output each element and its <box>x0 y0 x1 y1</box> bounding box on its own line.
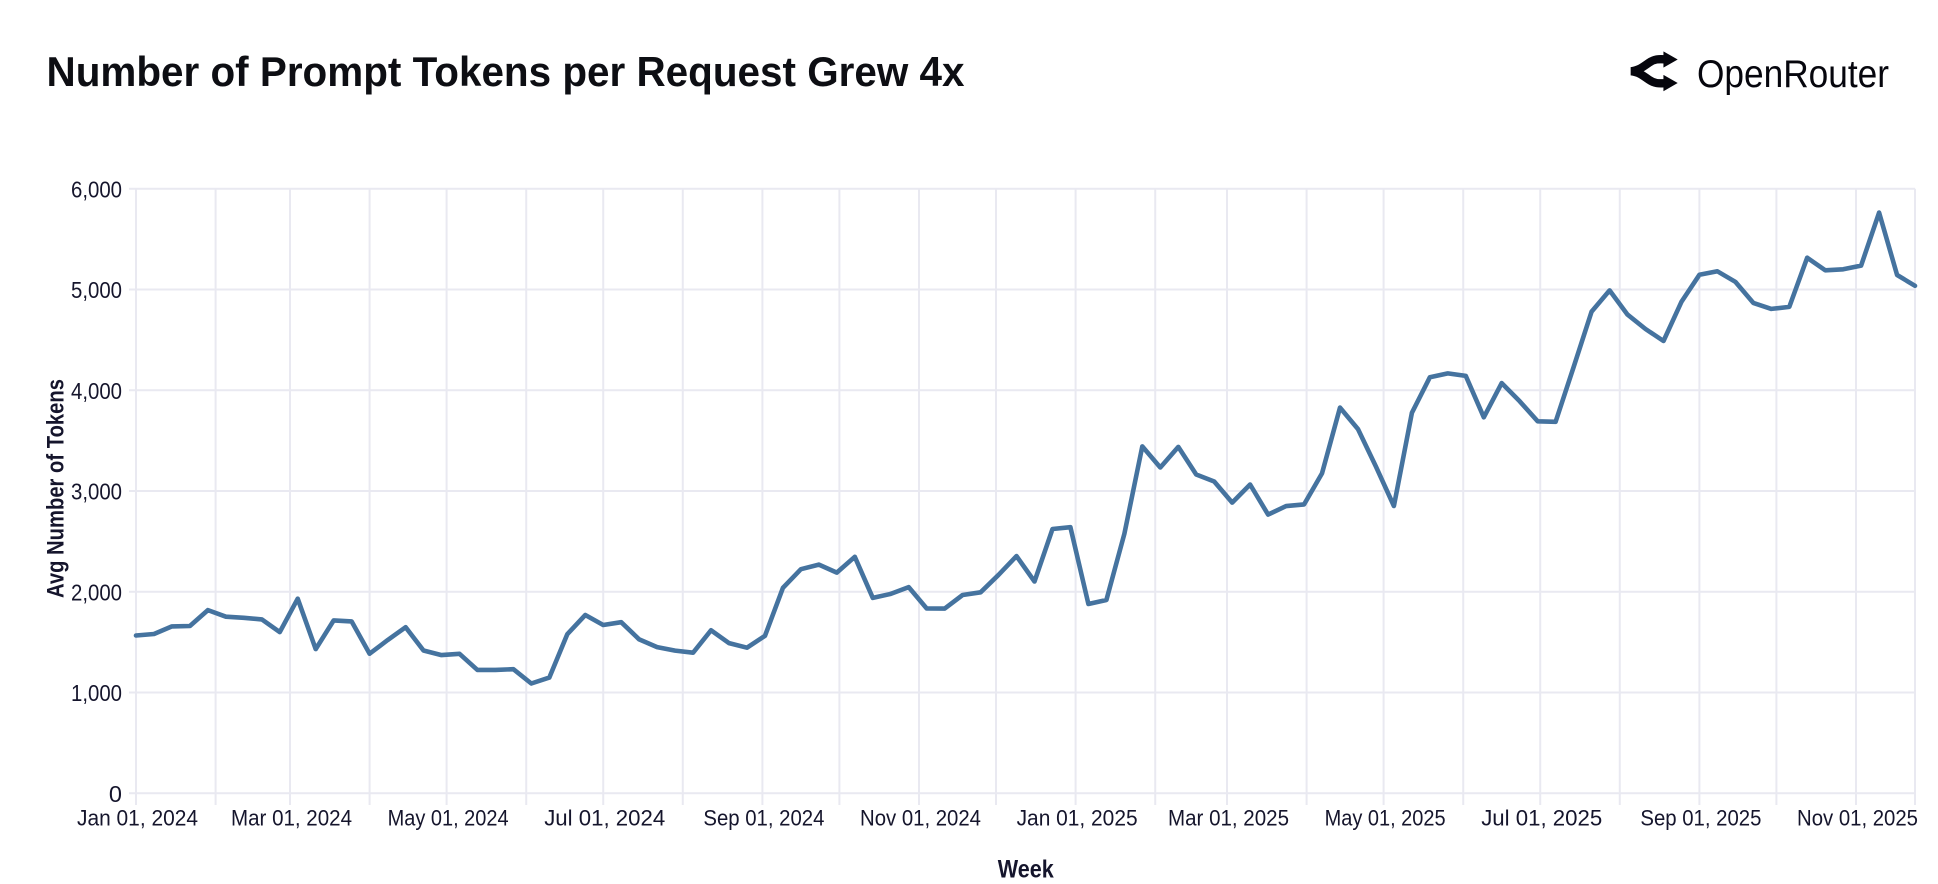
svg-text:May 01, 2025: May 01, 2025 <box>1325 805 1446 830</box>
svg-text:Number of Prompt Tokens per Re: Number of Prompt Tokens per Request Grew… <box>47 48 966 95</box>
svg-text:5,000: 5,000 <box>71 277 122 303</box>
svg-text:Jul 01, 2024: Jul 01, 2024 <box>544 805 665 830</box>
svg-text:1,000: 1,000 <box>71 680 122 706</box>
svg-text:Jan 01, 2025: Jan 01, 2025 <box>1017 805 1138 830</box>
svg-text:Sep 01, 2024: Sep 01, 2024 <box>703 805 824 830</box>
svg-text:Mar 01, 2025: Mar 01, 2025 <box>1168 805 1289 830</box>
svg-text:3,000: 3,000 <box>71 479 122 505</box>
svg-text:May 01, 2024: May 01, 2024 <box>388 805 509 830</box>
svg-text:Week: Week <box>998 856 1054 884</box>
svg-text:0: 0 <box>109 781 122 807</box>
svg-text:4,000: 4,000 <box>71 378 122 404</box>
svg-text:Sep 01, 2025: Sep 01, 2025 <box>1640 805 1761 830</box>
svg-text:Nov 01, 2024: Nov 01, 2024 <box>860 805 981 830</box>
svg-text:OpenRouter: OpenRouter <box>1697 53 1889 96</box>
svg-text:Mar 01, 2024: Mar 01, 2024 <box>231 805 352 830</box>
svg-text:2,000: 2,000 <box>71 579 122 605</box>
svg-text:6,000: 6,000 <box>71 176 122 202</box>
svg-text:Avg Number of Tokens: Avg Number of Tokens <box>43 379 70 598</box>
svg-text:Jan 01, 2024: Jan 01, 2024 <box>77 805 198 830</box>
svg-text:Nov 01, 2025: Nov 01, 2025 <box>1797 805 1918 830</box>
svg-text:Jul 01, 2025: Jul 01, 2025 <box>1481 805 1602 830</box>
